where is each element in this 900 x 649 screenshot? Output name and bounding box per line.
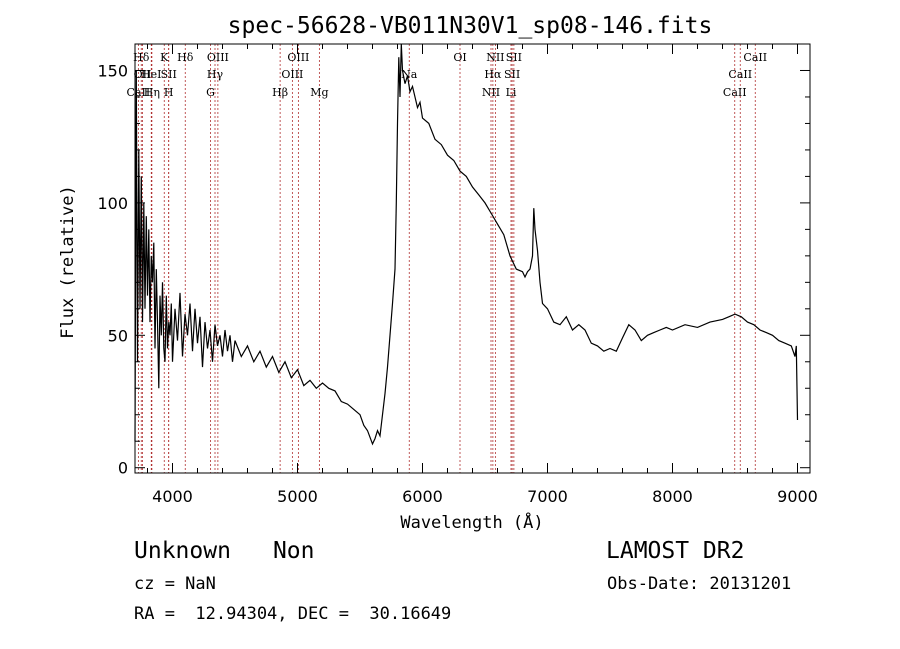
chart-title: spec-56628-VB011N30V1_sp08-146.fits [228, 13, 713, 39]
x-tick-label-5: 9000 [777, 487, 818, 506]
spectrum-line [134, 43, 799, 446]
observation-date: Obs-Date: 20131201 [607, 574, 792, 594]
x-tick-label-4: 8000 [652, 487, 693, 506]
y-tick-label-2: 100 [97, 194, 128, 213]
classification: Unknown Non [134, 538, 314, 564]
line-label-19: NII [486, 51, 504, 64]
line-label-25: CaII [728, 68, 752, 81]
line-label-9: OIII [207, 51, 229, 64]
x-tick-label-2: 6000 [402, 487, 443, 506]
y-axis-label: Flux (relative) [58, 185, 78, 339]
line-label-23: Li [506, 86, 517, 99]
y-tick-label-0: 0 [118, 459, 128, 478]
line-label-0: CaII [127, 86, 151, 99]
y-tick-label-1: 50 [108, 326, 128, 345]
line-label-12: Hβ [272, 86, 288, 99]
line-label-16: Na [401, 68, 418, 81]
line-label-18: NII [482, 86, 500, 99]
line-label-11: G [206, 86, 215, 99]
y-axis-ticks: 0 50 100 150 [97, 61, 810, 478]
line-label-2: OII [134, 68, 152, 81]
line-label-5: K [160, 51, 169, 64]
survey-name: LAMOST DR2 [606, 538, 745, 564]
redshift-cz: cz = NaN [134, 574, 216, 594]
line-label-17: OI [453, 51, 466, 64]
ra-dec-coordinates: RA = 12.94304, DEC = 30.16649 [134, 604, 452, 624]
emission-line-markers [137, 44, 756, 473]
y-tick-label-3: 150 [97, 61, 128, 80]
plot-frame [134, 43, 811, 474]
line-label-24: CaII [723, 86, 747, 99]
object-subclass: Non [272, 538, 315, 564]
x-tick-label-3: 7000 [527, 487, 568, 506]
x-axis-label: Wavelength (Å) [400, 511, 543, 533]
object-class: Unknown [134, 538, 231, 564]
line-label-4: Hη [144, 86, 160, 99]
line-label-26: CaII [743, 51, 767, 64]
line-label-7: H [164, 86, 174, 99]
line-label-22: SII [506, 51, 522, 64]
line-label-10: Hγ [207, 68, 224, 81]
x-axis-ticks: 4000 5000 6000 7000 8000 9000 [147, 44, 818, 506]
line-label-1: Hδ [133, 51, 150, 64]
line-label-15: Mg [310, 86, 328, 99]
line-label-14: OIII [287, 51, 309, 64]
line-label-8: Hδ [177, 51, 194, 64]
line-label-20: Hα [484, 68, 502, 81]
line-label-6: SII [161, 68, 177, 81]
line-label-3: HeI [141, 68, 161, 81]
x-tick-label-1: 5000 [277, 487, 318, 506]
line-label-13: OIII [281, 68, 303, 81]
line-label-21: SII [504, 68, 520, 81]
x-tick-label-0: 4000 [152, 487, 193, 506]
